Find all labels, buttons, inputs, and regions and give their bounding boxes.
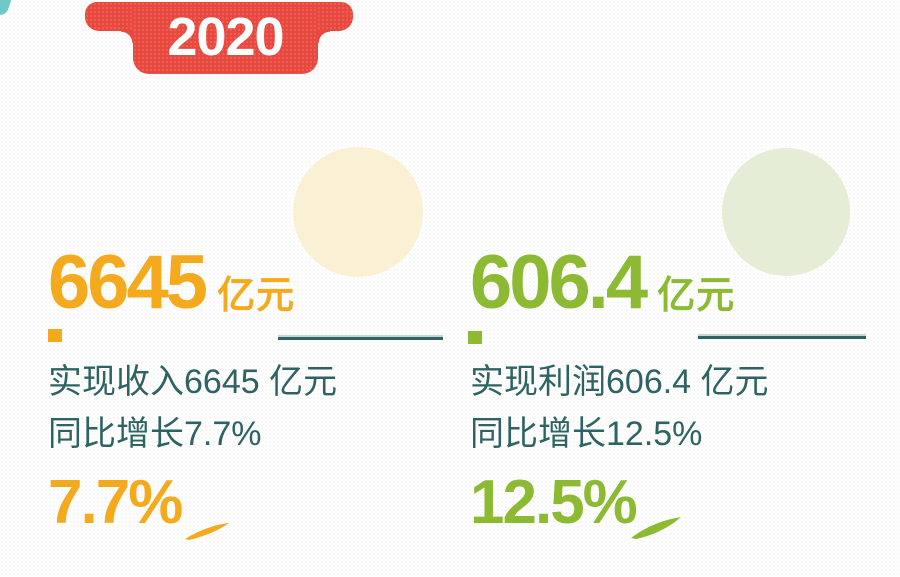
profit-marker-square xyxy=(468,331,482,344)
profit-description-line1: 实现利润606.4 亿元 xyxy=(470,363,769,401)
profit-growth-percent: 12.5% xyxy=(470,468,638,537)
decor-circle-green xyxy=(722,148,850,276)
ribbon-fillet-right xyxy=(318,31,330,43)
profit-headline: 606.4 亿元 xyxy=(470,240,736,325)
revenue-marker-square xyxy=(48,329,62,342)
decor-circle-cream xyxy=(293,147,423,277)
revenue-value: 6645 xyxy=(48,240,208,325)
profit-divider-line xyxy=(698,336,866,339)
corner-accent-shape xyxy=(0,0,18,18)
year-label: 2020 xyxy=(167,7,284,67)
revenue-growth-percent: 7.7% xyxy=(48,468,183,537)
revenue-headline: 6645 亿元 xyxy=(48,240,296,325)
revenue-description-line1: 实现收入6645 亿元 xyxy=(48,363,338,401)
profit-description-line2: 同比增长12.5% xyxy=(470,415,703,453)
revenue-divider-line xyxy=(278,337,443,340)
revenue-description: 实现收入6645 亿元 同比增长7.7% xyxy=(48,356,337,460)
profit-unit: 亿元 xyxy=(657,275,736,317)
profit-description: 实现利润606.4 亿元 同比增长12.5% xyxy=(470,356,769,460)
revenue-unit: 亿元 xyxy=(217,275,296,317)
revenue-description-line2: 同比增长7.7% xyxy=(48,415,262,453)
profit-value: 606.4 xyxy=(470,240,648,325)
year-ribbon-tab xyxy=(133,8,318,74)
ribbon-fillet-left xyxy=(121,31,133,43)
revenue-swoosh-icon xyxy=(184,523,230,546)
profit-swoosh-icon xyxy=(630,517,682,545)
